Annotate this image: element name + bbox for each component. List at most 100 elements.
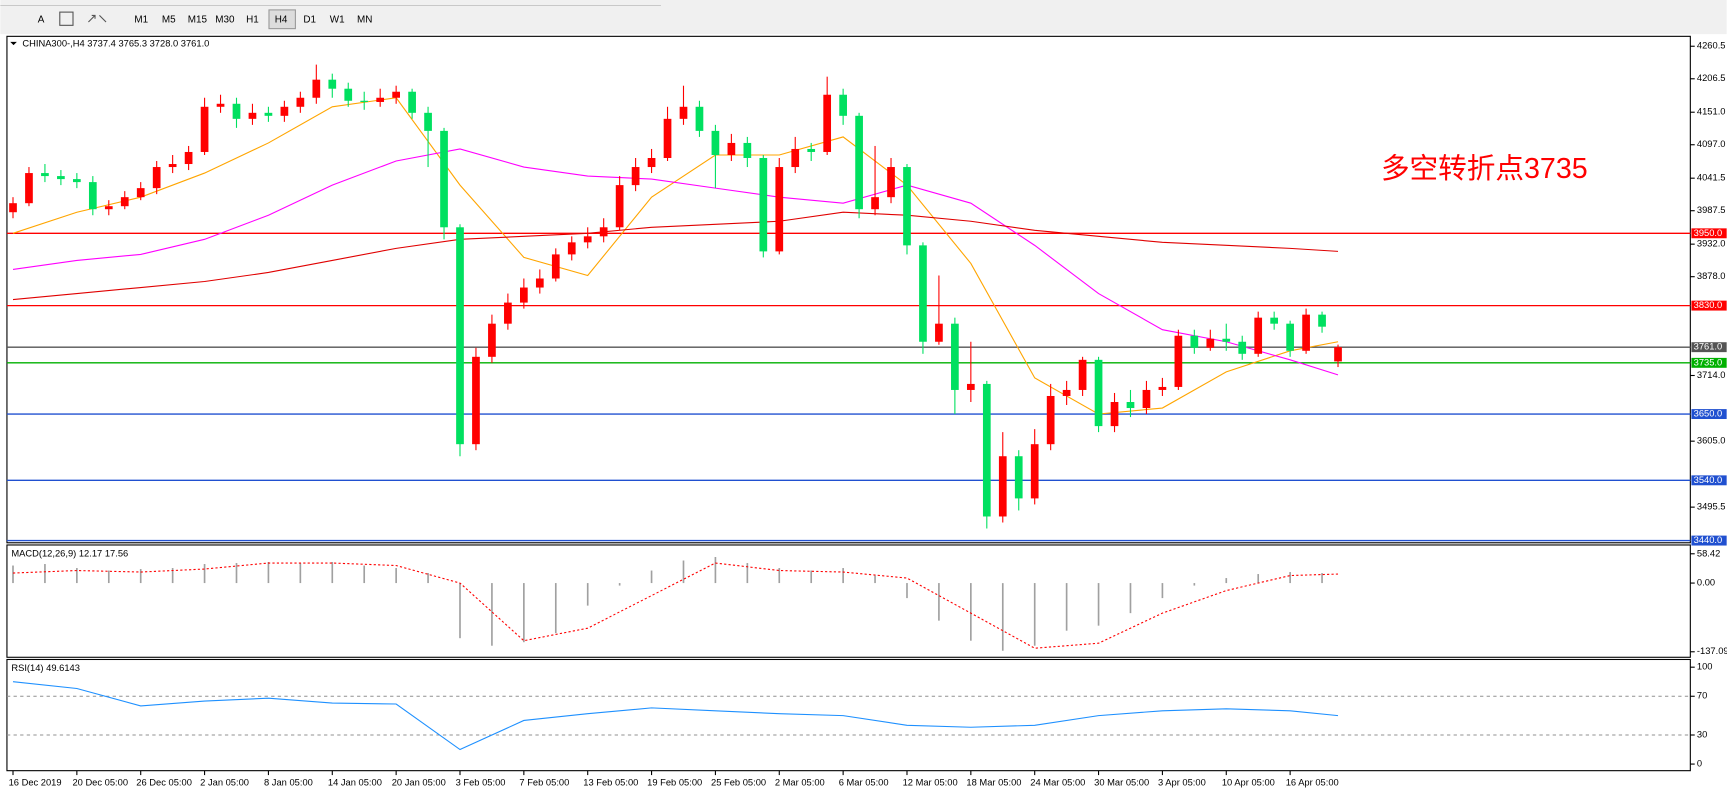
candle-body: [504, 302, 512, 324]
timeframe-button[interactable]: M15: [188, 14, 208, 25]
y-tick-label: 4260.5: [1697, 41, 1726, 51]
collapse-icon: [10, 41, 17, 46]
x-tick-label: 14 Jan 05:00: [328, 777, 382, 787]
candle-body: [360, 100, 369, 102]
y-tick-label: 70: [1697, 691, 1707, 701]
candle-body: [551, 254, 560, 279]
candle-body: [1254, 317, 1263, 354]
moving-average: [12, 148, 1339, 376]
active-timeframe: [268, 9, 296, 30]
candle-body: [727, 142, 736, 155]
candle-body: [615, 185, 624, 228]
x-tick-label: 2 Jan 05:00: [200, 777, 249, 787]
annotation: 多空转折点3735: [1381, 153, 1588, 185]
timeframe-button[interactable]: W1: [330, 14, 345, 25]
x-tick-label: 8 Jan 05:00: [264, 777, 313, 787]
x-tick-label: 25 Feb 05:00: [711, 777, 766, 787]
candle-body: [567, 242, 576, 255]
level-label-box: [1691, 475, 1727, 486]
candle-body: [631, 167, 640, 186]
candle-body: [775, 167, 784, 252]
rsi-panel: [6, 658, 1691, 772]
level-label: 3761.0: [1694, 342, 1723, 352]
x-tick-label: 30 Mar 05:00: [1094, 777, 1149, 787]
level-label: 3735.0: [1694, 357, 1723, 367]
timeframe-button[interactable]: H4: [275, 14, 288, 25]
level-label-box: [1691, 300, 1727, 311]
candle-body: [1174, 335, 1183, 387]
candle-body: [408, 91, 416, 113]
timeframe-button[interactable]: H1: [246, 14, 259, 25]
candle-body: [1110, 402, 1119, 427]
candle-body: [120, 197, 129, 207]
candle-body: [73, 179, 81, 183]
candle-body: [743, 142, 752, 159]
arrows-tool-icon[interactable]: [88, 14, 107, 23]
candle-body: [966, 383, 975, 390]
x-tick-label: 7 Feb 05:00: [519, 777, 569, 787]
x-tick-label: 3 Apr 05:00: [1158, 777, 1206, 787]
candle-body: [519, 287, 528, 303]
candle-body: [1158, 386, 1167, 390]
timeframe-button[interactable]: D1: [303, 14, 316, 25]
x-tick-label: 16 Dec 2019: [9, 777, 62, 787]
y-tick-label: 4041.5: [1697, 173, 1726, 183]
level-label-box: [1691, 409, 1727, 420]
candle-body: [855, 115, 863, 210]
candle-body: [1046, 395, 1055, 445]
candle-body: [935, 323, 943, 342]
candle-body: [1334, 347, 1342, 362]
macd-title: MACD(12,26,9) 12.17 17.56: [11, 548, 128, 558]
candle-body: [248, 112, 257, 119]
candle-body: [1078, 359, 1087, 390]
candle-body: [919, 245, 927, 342]
candle-body: [200, 106, 209, 152]
candle-body: [711, 130, 720, 155]
candle-body: [663, 118, 672, 159]
y-tick-label: 3714.0: [1697, 370, 1726, 380]
candle-body: [1270, 317, 1279, 324]
candle-body: [982, 383, 991, 517]
candle-body: [312, 79, 321, 98]
x-tick-label: 26 Dec 05:00: [136, 777, 192, 787]
level-label: 3950.0: [1694, 228, 1723, 238]
candle-body: [280, 106, 289, 116]
candle-body: [951, 323, 959, 390]
timeframe-button[interactable]: M30: [215, 14, 235, 25]
candle-body: [88, 182, 97, 210]
x-tick-label: 6 Mar 05:00: [839, 777, 889, 787]
x-tick-label: 3 Feb 05:00: [456, 777, 506, 787]
y-tick-label: 3878.0: [1697, 271, 1726, 281]
y-tick-label: 3987.5: [1697, 205, 1726, 215]
x-tick-label: 19 Feb 05:00: [647, 777, 702, 787]
candle-body: [376, 97, 385, 102]
y-tick-label: 100: [1697, 662, 1713, 672]
candle-body: [344, 88, 353, 101]
x-tick-label: 20 Dec 05:00: [72, 777, 128, 787]
candle-body: [903, 167, 911, 246]
level-label: 3540.0: [1694, 475, 1723, 485]
timeframe-button[interactable]: M1: [134, 14, 148, 25]
main-panel: [6, 35, 1691, 544]
y-tick-label: 4097.0: [1697, 139, 1726, 149]
candle-body: [583, 236, 592, 243]
rsi-line: [12, 681, 1339, 751]
candle-body: [1062, 389, 1071, 396]
candle-body: [1318, 314, 1326, 327]
label-tool-icon[interactable]: [59, 11, 74, 26]
candle-body: [328, 79, 337, 89]
text-tool[interactable]: A: [38, 14, 45, 25]
level-label-box: [1691, 342, 1727, 353]
y-tick-label: 3932.0: [1697, 239, 1726, 249]
candle-body: [264, 112, 273, 116]
x-tick-label: 24 Mar 05:00: [1030, 777, 1085, 787]
x-tick-label: 18 Mar 05:00: [966, 777, 1021, 787]
macd-panel: [6, 544, 1691, 658]
x-tick-label: 2 Mar 05:00: [775, 777, 825, 787]
y-tick-label: 3605.0: [1697, 436, 1726, 446]
timeframe-button[interactable]: M5: [162, 14, 176, 25]
timeframe-button[interactable]: MN: [357, 14, 372, 25]
level-label-box: [1691, 357, 1727, 368]
candle-body: [791, 148, 800, 168]
